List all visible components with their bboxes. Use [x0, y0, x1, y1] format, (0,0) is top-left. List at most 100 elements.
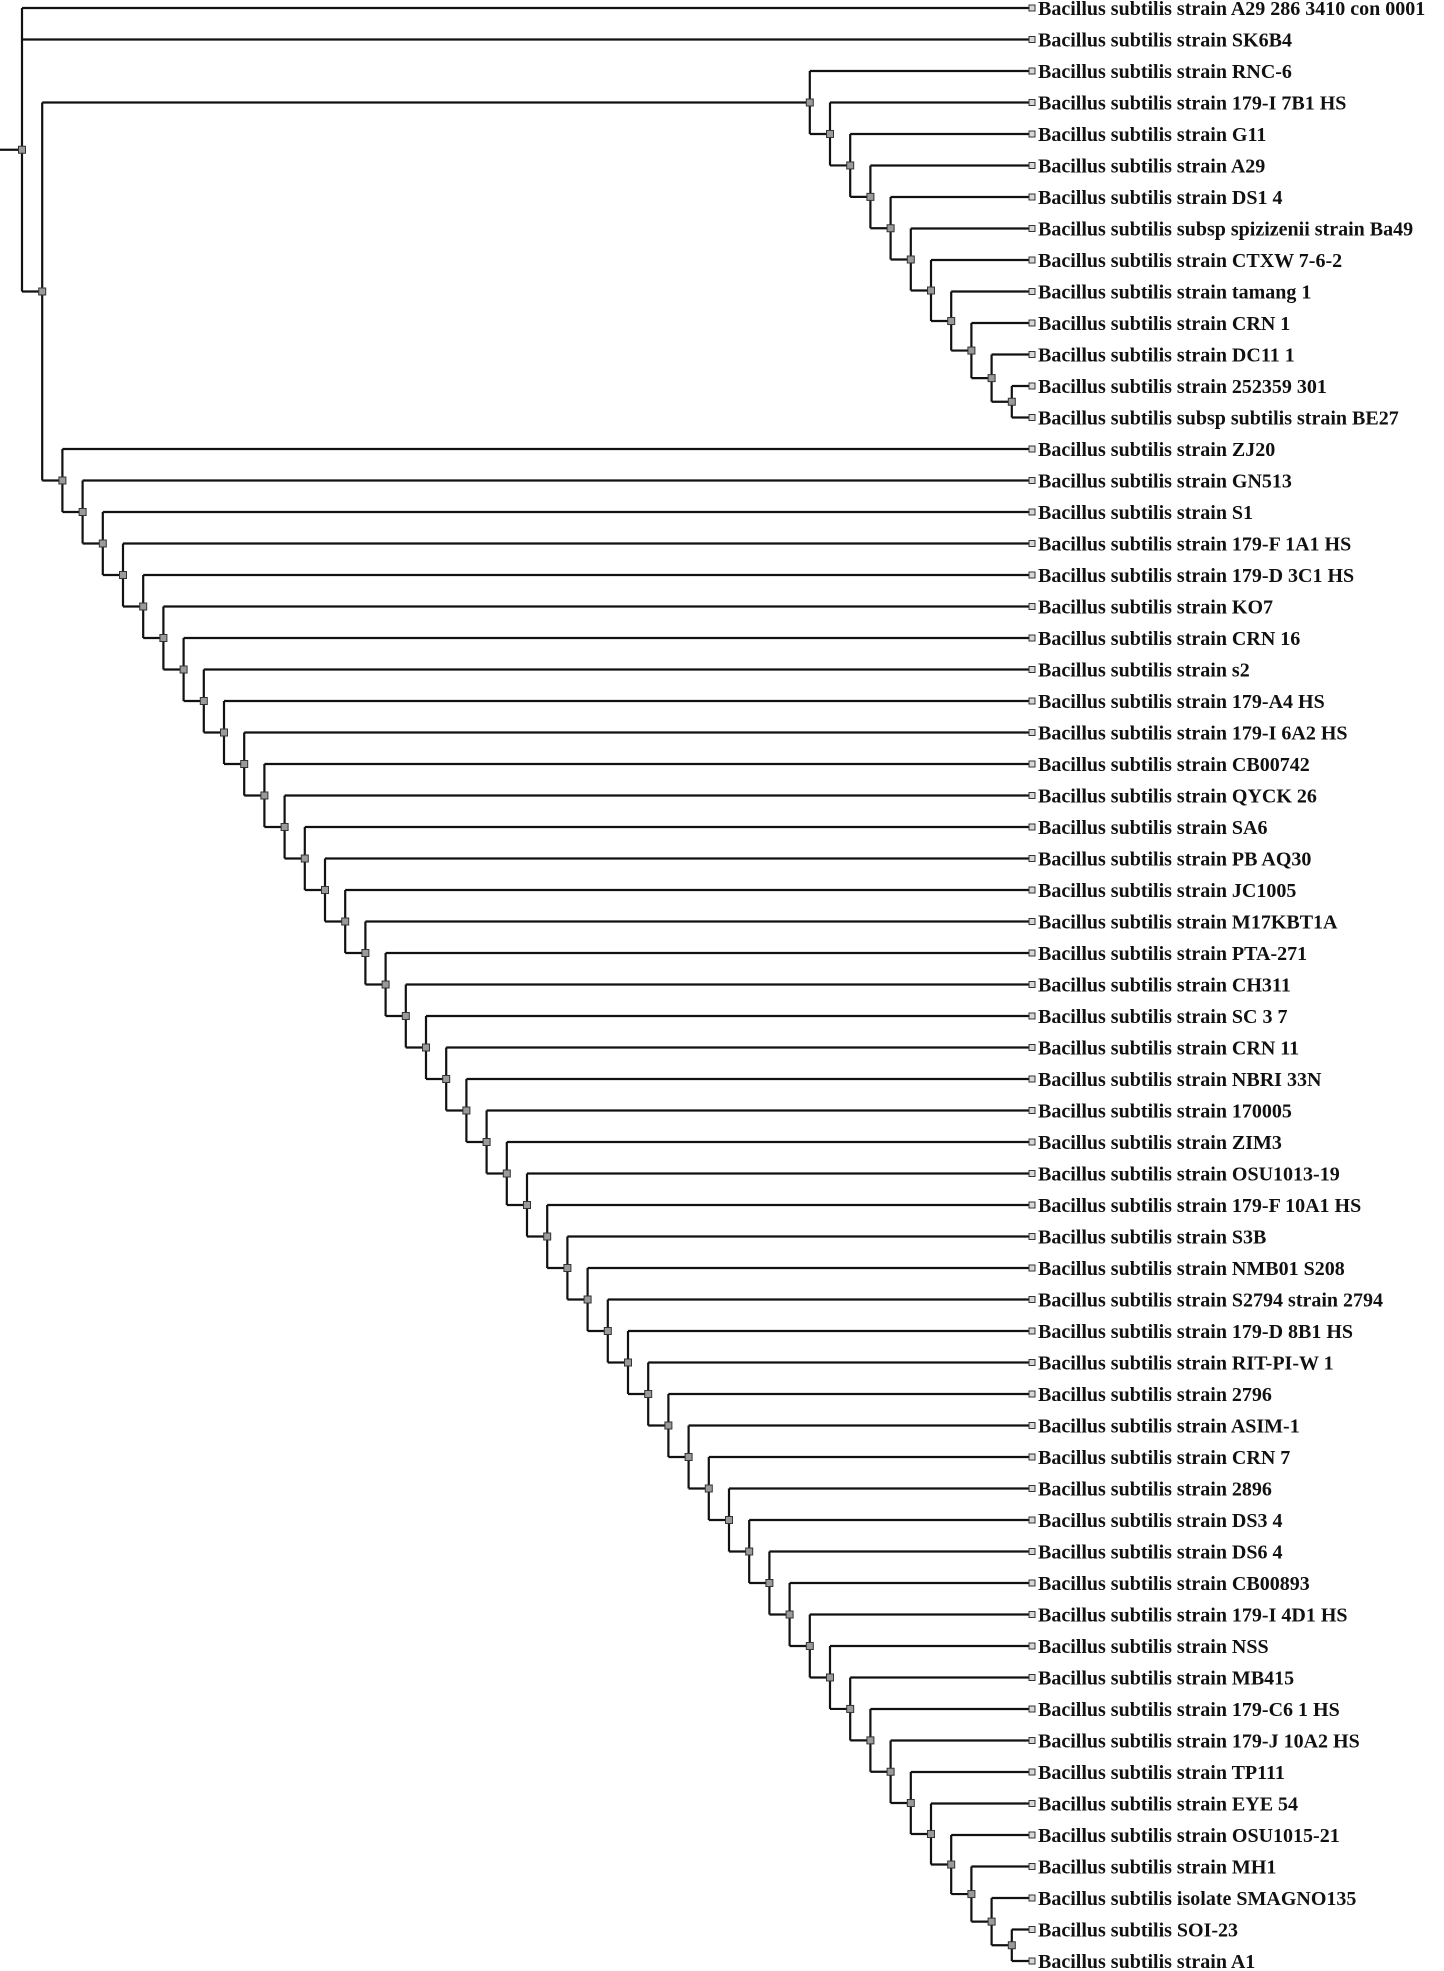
internal-node — [866, 192, 875, 201]
leaf-label: Bacillus subtilis strain CRN 16 — [1038, 628, 1300, 650]
leaf-label: Bacillus subtilis strain CRN 1 — [1038, 313, 1290, 335]
internal-node — [886, 1767, 895, 1776]
leaf-node — [1028, 1233, 1036, 1240]
leaf-label: Bacillus subtilis strain S3B — [1038, 1227, 1266, 1249]
leaf-label: Bacillus subtilis strain PTA-271 — [1038, 943, 1307, 965]
internal-node — [280, 823, 289, 831]
leaf-label: Bacillus subtilis strain JC1005 — [1038, 880, 1296, 902]
leaf-node — [1028, 4, 1036, 12]
leaf-label: Bacillus subtilis strain ZJ20 — [1038, 439, 1275, 461]
internal-node — [401, 1012, 410, 1020]
leaf-node — [1028, 1138, 1036, 1146]
leaf-label: Bacillus subtilis strain G11 — [1038, 124, 1266, 146]
internal-node — [58, 476, 67, 485]
leaf-node — [1028, 256, 1036, 264]
internal-node — [260, 791, 269, 800]
internal-node — [98, 539, 107, 548]
leaf-node — [1028, 1674, 1036, 1681]
leaf-label: Bacillus subtilis strain OSU1013-19 — [1038, 1164, 1340, 1186]
leaf-label: Bacillus subtilis strain 179-I 4D1 HS — [1038, 1605, 1348, 1627]
leaf-label: Bacillus subtilis strain 179-D 3C1 HS — [1038, 565, 1354, 587]
internal-node — [523, 1201, 531, 1209]
leaf-node — [1028, 1579, 1036, 1587]
leaf-label: Bacillus subtilis strain s2 — [1038, 660, 1250, 682]
internal-node — [684, 1452, 693, 1461]
internal-node — [967, 1890, 976, 1899]
leaf-label: Bacillus subtilis strain KO7 — [1038, 597, 1273, 619]
leaf-label: Bacillus subtilis strain 179-J 10A2 HS — [1038, 1731, 1360, 1753]
internal-node — [422, 1043, 430, 1052]
leaf-label: Bacillus subtilis strain OSU1015-21 — [1038, 1825, 1340, 1847]
leaf-label: Bacillus subtilis strain DS6 4 — [1038, 1542, 1283, 1564]
internal-node — [543, 1232, 552, 1241]
internal-node — [927, 286, 935, 295]
leaf-node — [1028, 697, 1036, 705]
leaf-node — [1028, 477, 1036, 484]
leaf-node — [1028, 382, 1036, 390]
internal-node — [846, 161, 855, 170]
leaf-label: Bacillus subtilis strain 179-F 10A1 HS — [1038, 1195, 1361, 1217]
leaf-node — [1028, 130, 1036, 138]
internal-node — [704, 1484, 713, 1493]
leaf-node — [1028, 918, 1036, 925]
leaf-node — [1028, 445, 1036, 453]
leaf-label: Bacillus subtilis strain 179-F 1A1 HS — [1038, 534, 1351, 556]
leaf-node — [1028, 99, 1036, 106]
leaf-node — [1028, 760, 1036, 768]
leaf-node — [1028, 1548, 1036, 1555]
leaf-node — [1028, 508, 1036, 516]
leaf-node — [1028, 1422, 1036, 1429]
leaf-label: Bacillus subtilis strain DS3 4 — [1038, 1510, 1283, 1532]
internal-node — [987, 374, 996, 383]
internal-node — [78, 508, 87, 516]
leaf-label: Bacillus subtilis strain CB00893 — [1038, 1573, 1310, 1595]
leaf-node — [1028, 666, 1036, 673]
leaf-label: Bacillus subtilis strain NMB01 S208 — [1038, 1258, 1345, 1280]
leaf-node — [1028, 1170, 1036, 1177]
leaf-node — [1028, 1894, 1036, 1902]
leaf-node — [1028, 1800, 1036, 1807]
leaf-node — [1028, 1863, 1036, 1870]
leaf-label: Bacillus subtilis strain CRN 11 — [1038, 1038, 1299, 1060]
internal-node — [139, 602, 148, 611]
leaf-label: Bacillus subtilis strain RIT-PI-W 1 — [1038, 1353, 1334, 1375]
leaf-node — [1028, 1485, 1036, 1492]
internal-node — [563, 1264, 572, 1272]
leaf-node — [1028, 1390, 1036, 1398]
internal-node — [179, 665, 188, 674]
leaf-label: Bacillus subtilis strain A29 286 3410 co… — [1038, 0, 1425, 20]
leaf-label: Bacillus subtilis SOI-23 — [1038, 1920, 1238, 1942]
leaf-node — [1028, 634, 1036, 642]
leaf-label: Bacillus subtilis strain 2896 — [1038, 1479, 1272, 1501]
leaf-label: Bacillus subtilis strain 179-D 8B1 HS — [1038, 1321, 1353, 1343]
leaf-node — [1028, 792, 1036, 799]
internal-node — [826, 1673, 834, 1682]
internal-node — [159, 634, 168, 642]
internal-node — [381, 980, 390, 989]
leaf-labels: Bacillus subtilis strain A29 286 3410 co… — [1038, 0, 1425, 1971]
leaf-node — [1028, 1075, 1036, 1083]
internal-node — [846, 1704, 855, 1713]
leaf-node — [1028, 1926, 1036, 1933]
leaf-node — [1028, 36, 1036, 43]
leaf-label: Bacillus subtilis strain SA6 — [1038, 817, 1268, 839]
leaf-label: Bacillus subtilis strain CTXW 7-6-2 — [1038, 250, 1342, 272]
leaf-node — [1028, 1516, 1036, 1524]
leaf-node — [1028, 1044, 1036, 1051]
internal-node — [987, 1917, 996, 1926]
internal-node — [765, 1578, 774, 1587]
leaf-node — [1028, 1768, 1036, 1776]
internal-node — [967, 346, 976, 355]
nodes — [18, 4, 1036, 1965]
branches — [0, 6, 1032, 1963]
leaf-node — [1028, 67, 1036, 75]
leaf-label: Bacillus subtilis strain 179-C6 1 HS — [1038, 1699, 1340, 1721]
leaf-label: Bacillus subtilis strain ZIM3 — [1038, 1132, 1282, 1154]
leaf-label: Bacillus subtilis subsp spizizenii strai… — [1038, 219, 1413, 241]
internal-node — [866, 1736, 875, 1745]
leaf-label: Bacillus subtilis strain RNC-6 — [1038, 61, 1292, 83]
internal-node — [785, 1610, 794, 1619]
leaf-label: Bacillus subtilis strain CRN 7 — [1038, 1447, 1290, 1469]
leaf-node — [1028, 823, 1036, 831]
